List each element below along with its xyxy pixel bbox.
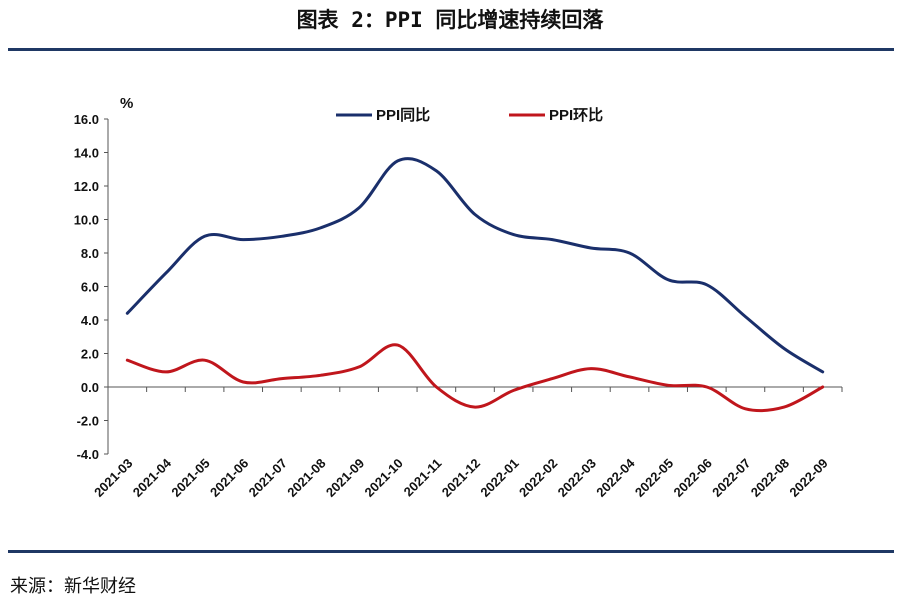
- y-tick-label: 16.0: [74, 112, 99, 127]
- y-tick-label: 4.0: [81, 313, 99, 328]
- y-axis-unit-label: %: [120, 95, 133, 112]
- x-tick-label: 2021-11: [401, 456, 445, 500]
- y-tick-label: 14.0: [74, 146, 99, 161]
- x-tick-label: 2022-06: [671, 456, 715, 500]
- x-tick-label: 2022-09: [786, 456, 830, 500]
- x-tick-label: 2021-10: [362, 456, 406, 500]
- y-tick-label: 0.0: [81, 380, 99, 395]
- x-tick-label: 2022-07: [709, 456, 753, 500]
- page-title: 图表 2：PPI 同比增速持续回落: [296, 8, 604, 32]
- source-note: 来源：新华财经: [10, 576, 136, 597]
- y-tick-label: 12.0: [74, 179, 99, 194]
- x-tick-label: 2021-04: [130, 455, 175, 500]
- series-line-ppi-mom: [125, 343, 825, 413]
- x-tick-label: 2021-06: [207, 456, 251, 500]
- chart-legend: PPI同比 PPI环比: [336, 106, 603, 124]
- x-tick-label: 2022-02: [516, 456, 560, 500]
- x-tick-label: 2022-03: [555, 456, 599, 500]
- x-tick-label: 2021-03: [91, 456, 135, 500]
- y-tick-label: 2.0: [81, 347, 99, 362]
- y-tick-label: -4.0: [77, 447, 99, 462]
- x-tick-label: 2022-04: [593, 455, 638, 500]
- y-tick-label: 6.0: [81, 280, 99, 295]
- x-tick-label: 2021-08: [284, 456, 328, 500]
- y-tick-label: 10.0: [74, 213, 99, 228]
- ppi-line-chart: % PPI同比 PPI环比 -4.0 -2.0 0.0 2.0 4.0 6.0 8.0 10.…: [74, 95, 843, 500]
- series-lines: [125, 157, 825, 413]
- x-tick-label: 2022-01: [477, 456, 521, 500]
- legend-label-mom: PPI环比: [549, 106, 603, 124]
- x-tick-label: 2021-07: [246, 456, 290, 500]
- bottom-divider: [8, 550, 894, 553]
- x-tick-label: 2022-08: [748, 456, 792, 500]
- x-tick-label: 2021-05: [168, 456, 212, 500]
- legend-label-yoy: PPI同比: [376, 106, 430, 124]
- x-tick-label: 2021-09: [323, 456, 367, 500]
- y-axis: -4.0 -2.0 0.0 2.0 4.0 6.0 8.0 10.0 12.0 14.0 16.0: [74, 112, 109, 462]
- y-tick-label: -2.0: [77, 414, 99, 429]
- x-axis: 2021-032021-042021-052021-062021-072021-…: [91, 386, 843, 500]
- x-tick-label: 2022-05: [632, 456, 676, 500]
- y-tick-label: 8.0: [81, 246, 99, 261]
- series-line-ppi-yoy: [125, 157, 825, 374]
- top-divider: [8, 48, 894, 51]
- x-tick-label: 2021-12: [439, 456, 483, 500]
